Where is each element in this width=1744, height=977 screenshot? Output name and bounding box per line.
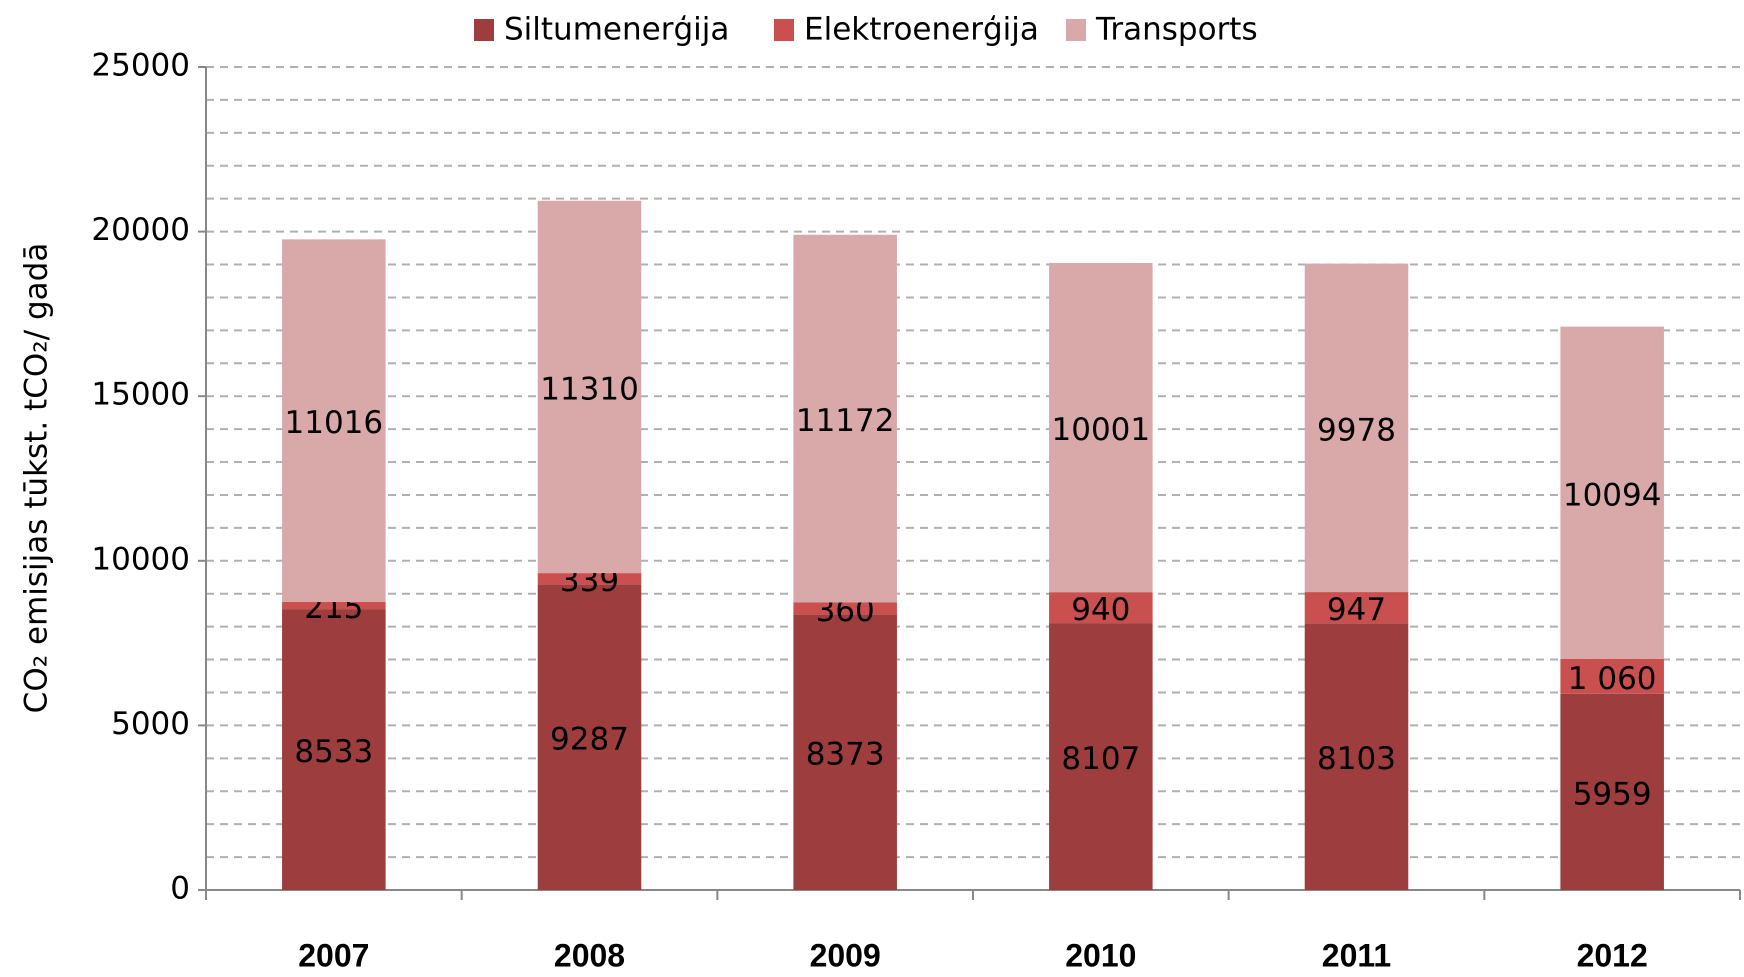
data-label: 1 060 [1568,661,1657,697]
y-tick-label: 0 [170,871,190,907]
x-tick-label: 2010 [1065,937,1136,973]
data-label: 9287 [550,722,629,758]
data-label: 8107 [1061,741,1140,777]
data-label: 5959 [1573,776,1652,812]
data-label: 8373 [806,737,885,773]
x-tick-label: 2011 [1322,937,1391,973]
bar-segment [1304,592,1409,624]
x-tick-label: 2007 [298,937,369,973]
legend-label: Transports [1095,12,1258,48]
bar-segment [793,614,897,890]
data-label: 11016 [285,405,384,441]
bar-segment [1049,592,1153,624]
y-axis-label: CO₂ emisijas tūkst. tCO₂/ gadā [19,243,55,714]
data-label: 9978 [1317,412,1396,448]
bar-segment [537,584,642,890]
x-tick-label: 2009 [810,937,881,973]
bar-segment [1560,326,1664,659]
bar-segment [282,239,386,603]
bar-segment [793,602,897,615]
legend-swatch [1066,19,1086,41]
bar-segment [793,234,897,603]
bar-segment [282,609,386,890]
data-label: 947 [1327,592,1386,628]
data-label: 11172 [796,403,895,439]
y-tick-label: 5000 [111,706,190,742]
bar-segment [1049,623,1153,890]
data-label: 10001 [1052,412,1151,448]
data-label: 8103 [1317,741,1396,777]
legend-label: Elektroenerģija [804,12,1039,48]
bar-segment [1304,623,1409,890]
y-tick-label: 20000 [91,212,190,248]
y-tick-label: 15000 [91,377,190,413]
bar-segment [282,602,386,610]
bar-segment [1560,658,1664,694]
bar-segment [537,573,642,585]
legend-swatch [474,19,494,41]
bar-segment [1304,263,1409,593]
data-label: 10094 [1563,477,1662,513]
bar-segment [1049,262,1153,593]
data-label: 8533 [294,734,373,770]
y-tick-label: 10000 [91,541,190,577]
data-label: 11310 [540,371,639,407]
x-tick-label: 2012 [1577,937,1648,973]
x-tick-label: 2008 [554,937,625,973]
data-label: 940 [1071,592,1130,628]
legend-label: Siltumenerģija [504,12,729,48]
legend-swatch [774,19,794,41]
bar-segment [537,200,642,574]
bar-segment [1560,693,1664,890]
y-tick-label: 25000 [91,48,190,84]
